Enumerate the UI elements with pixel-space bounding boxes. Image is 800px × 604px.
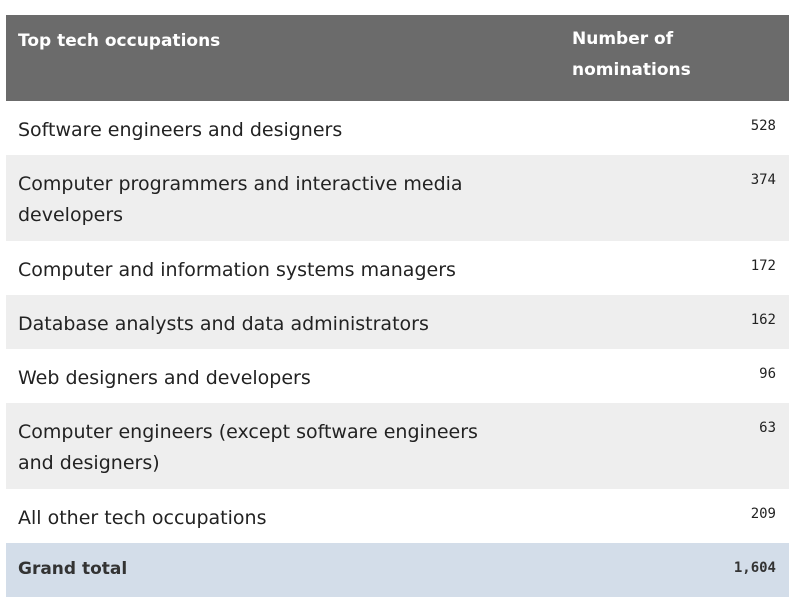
row-occupation-text: Computer engineers (except software engi… <box>18 421 478 474</box>
table-row: All other tech occupations 209 <box>6 489 789 543</box>
row-nominations: 63 <box>759 420 776 436</box>
row-occupation: Database analysts and data administrator… <box>6 295 576 349</box>
row-occupation-text: All other tech occupations <box>18 507 267 529</box>
nominations-table: Top tech occupations Number of nominatio… <box>6 15 789 597</box>
row-nominations: 162 <box>750 312 776 328</box>
total-label: Grand total <box>18 559 128 579</box>
row-nominations: 172 <box>750 258 776 274</box>
row-occupation-text: Web designers and developers <box>18 367 311 389</box>
row-nominations: 374 <box>750 172 776 188</box>
row-occupation: Software engineers and designers <box>6 101 576 155</box>
total-value: 1,604 <box>733 560 776 576</box>
table-row: Computer programmers and interactive med… <box>6 155 789 241</box>
table-row: Computer and information systems manager… <box>6 241 789 295</box>
total-row: Grand total 1,604 <box>6 543 789 597</box>
table-row: Software engineers and designers 528 <box>6 101 789 155</box>
row-occupation: Web designers and developers <box>6 349 576 403</box>
row-nominations: 96 <box>759 366 776 382</box>
row-occupation: Computer programmers and interactive med… <box>6 155 576 241</box>
table-header: Top tech occupations Number of nominatio… <box>6 15 789 101</box>
row-nominations: 209 <box>750 506 776 522</box>
table-row: Database analysts and data administrator… <box>6 295 789 349</box>
row-occupation-text: Computer programmers and interactive med… <box>18 173 463 226</box>
row-occupation: Computer engineers (except software engi… <box>6 403 576 489</box>
row-occupation: All other tech occupations <box>6 489 576 543</box>
row-occupation: Computer and information systems manager… <box>6 241 576 295</box>
row-nominations: 528 <box>750 118 776 134</box>
row-occupation-text: Database analysts and data administrator… <box>18 313 429 335</box>
table-row: Web designers and developers 96 <box>6 349 789 403</box>
header-nominations: Number of nominations <box>572 29 691 80</box>
row-occupation-text: Computer and information systems manager… <box>18 259 456 281</box>
table-row: Computer engineers (except software engi… <box>6 403 789 489</box>
header-occupation: Top tech occupations <box>18 31 221 51</box>
row-occupation-text: Software engineers and designers <box>18 119 343 141</box>
